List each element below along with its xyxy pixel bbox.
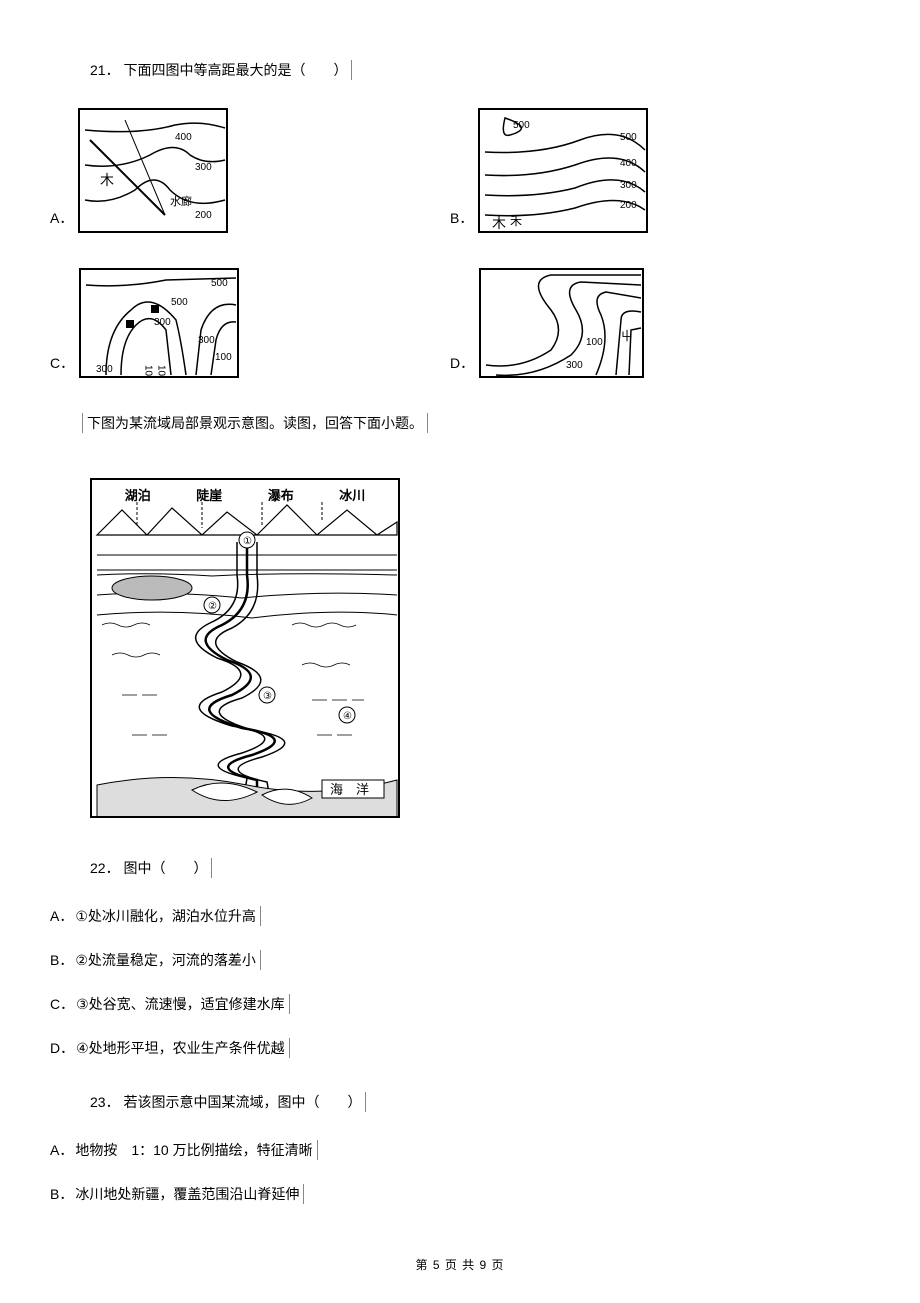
contour-a-val3: 200 — [195, 210, 212, 221]
q23-text: 若该图示意中国某流域，图中（ ） — [123, 1094, 361, 1110]
contour-c-val3: 300 — [154, 317, 171, 328]
contour-b-val2: 500 — [620, 132, 637, 143]
contour-row-1: A． 400 300 200 水廊 木 B． — [50, 108, 870, 233]
contour-b-marker2: 禾 — [510, 214, 522, 228]
contour-a-marker: 木 — [100, 172, 114, 188]
q22-options: A．①处冰川融化，湖泊水位升高 B．②处流量稳定，河流的落差小 C．③处谷宽、流… — [50, 906, 870, 1082]
context-text: 下图为某流域局部景观示意图。读图，回答下面小题。 — [82, 413, 428, 433]
q22-opt-d: D．④处地形平坦，农业生产条件优越 — [50, 1038, 290, 1058]
contour-b-val4: 300 — [620, 180, 637, 191]
q23-number: 23． — [90, 1094, 120, 1110]
contour-c-val5: 100 — [156, 365, 167, 378]
q21-text: 下面四图中等高距最大的是（ ） — [123, 62, 347, 78]
contour-map-d: 100 300 屮 — [479, 268, 644, 378]
contour-svg-c: 500 500 300 100 100 300 100 300 — [81, 270, 239, 378]
option-a-container: A． 400 300 200 水廊 木 — [50, 108, 450, 233]
question-21: 21． 下面四图中等高距最大的是（ ） — [90, 60, 870, 80]
marker-4: ④ — [343, 711, 352, 722]
option-d-label: D． — [450, 353, 474, 373]
option-c-label: C． — [50, 353, 74, 373]
landscape-box: 湖泊 陡崖 瀑布 冰川 — [90, 478, 400, 818]
q22-number: 22． — [90, 860, 120, 876]
contour-a-feature: 水廊 — [170, 194, 192, 208]
contour-c-val8: 300 — [96, 364, 113, 375]
q23-options: A．地物按 1：10 万比例描绘，特征清晰 B．冰川地处新疆，覆盖范围沿山脊延伸 — [50, 1140, 870, 1228]
q22-line: 22． 图中（ ） — [90, 858, 212, 878]
contour-svg-b: 500 500 400 300 200 木 禾 — [480, 110, 648, 233]
contour-map-b: 500 500 400 300 200 木 禾 — [478, 108, 648, 233]
option-b-container: B． 500 500 400 300 200 木 禾 — [450, 108, 648, 233]
marker-1: ① — [243, 536, 252, 547]
marker-3: ③ — [263, 691, 272, 702]
q22-opt-a: A．①处冰川融化，湖泊水位升高 — [50, 906, 261, 926]
contour-b-marker: 木 — [492, 215, 506, 231]
question-22: 22． 图中（ ） — [90, 858, 870, 878]
page-footer: 第 5 页 共 9 页 — [0, 1256, 920, 1273]
option-b-label: B． — [450, 208, 473, 228]
ocean-label: 海 洋 — [330, 782, 369, 797]
contour-c-val1: 500 — [211, 278, 228, 289]
contour-map-a: 400 300 200 水廊 木 — [78, 108, 228, 233]
contour-d-val2: 300 — [566, 360, 583, 371]
q22-opt-b: B．②处流量稳定，河流的落差小 — [50, 950, 261, 970]
landscape-svg: ① ② ③ ④ 海 洋 — [92, 480, 400, 818]
contour-c-val7: 100 — [215, 352, 232, 363]
contour-c-val4: 100 — [143, 365, 154, 378]
contour-a-val2: 300 — [195, 162, 212, 173]
option-a-label: A． — [50, 208, 73, 228]
q21-number: 21． — [90, 62, 120, 78]
contour-d-val1: 100 — [586, 337, 603, 348]
contour-row-2: C． 500 500 300 100 100 300 100 300 D． — [50, 268, 870, 378]
option-c-container: C． 500 500 300 100 100 300 100 300 — [50, 268, 450, 378]
q23-opt-a: A．地物按 1：10 万比例描绘，特征清晰 — [50, 1140, 318, 1160]
contour-d-marker: 屮 — [621, 329, 633, 343]
q21-line: 21． 下面四图中等高距最大的是（ ） — [90, 60, 352, 80]
contour-svg-d: 100 300 屮 — [481, 270, 644, 378]
contour-a-val1: 400 — [175, 132, 192, 143]
context-container: 下图为某流域局部景观示意图。读图，回答下面小题。 — [50, 413, 870, 453]
contour-b-val5: 200 — [620, 200, 637, 211]
contour-map-c: 500 500 300 100 100 300 100 300 — [79, 268, 239, 378]
contour-b-val1: 500 — [513, 120, 530, 131]
contour-c-val2: 500 — [171, 297, 188, 308]
landscape-figure: 湖泊 陡崖 瀑布 冰川 — [90, 478, 870, 818]
q22-text: 图中（ ） — [123, 860, 207, 876]
option-d-container: D． 100 300 屮 — [450, 268, 644, 378]
contour-b-val3: 400 — [620, 158, 637, 169]
q23-line: 23． 若该图示意中国某流域，图中（ ） — [90, 1092, 366, 1112]
contour-c-val6: 300 — [198, 335, 215, 346]
q23-opt-b: B．冰川地处新疆，覆盖范围沿山脊延伸 — [50, 1184, 304, 1204]
q22-opt-c: C．③处谷宽、流速慢，适宜修建水库 — [50, 994, 290, 1014]
question-23: 23． 若该图示意中国某流域，图中（ ） — [90, 1092, 870, 1112]
contour-svg-a: 400 300 200 水廊 木 — [80, 110, 228, 233]
marker-2: ② — [208, 601, 217, 612]
